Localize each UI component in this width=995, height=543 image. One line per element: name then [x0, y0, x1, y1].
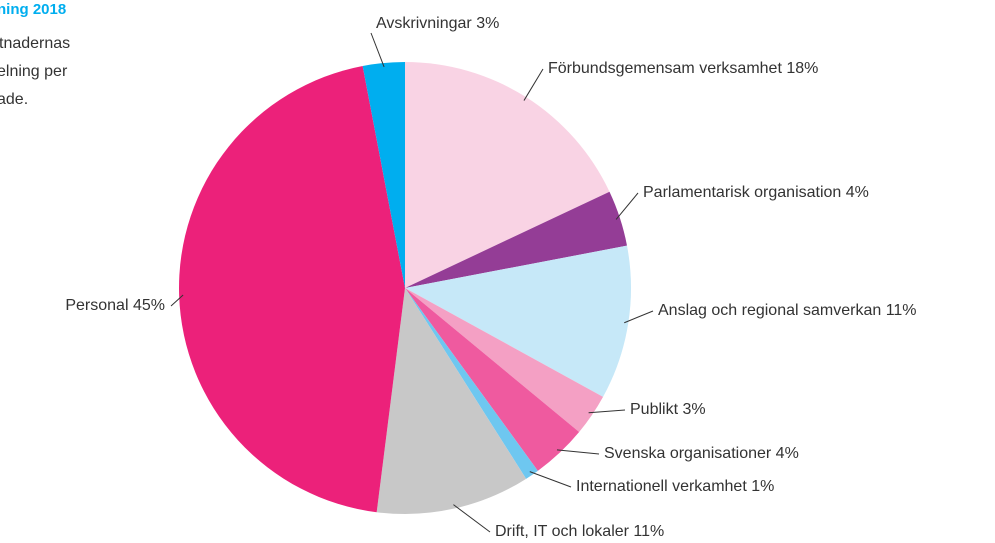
leader-line: [556, 449, 600, 455]
pie-slice: [376, 288, 527, 514]
slice-value: 3%: [682, 401, 705, 418]
slice-value: 1%: [751, 478, 774, 495]
pie-slice: [179, 66, 405, 513]
slice-name: Anslag och regional samverkan: [658, 302, 881, 319]
slice-value: 4%: [776, 445, 799, 462]
leader-line: [529, 471, 572, 488]
leader-line: [624, 310, 654, 324]
pie-slice: [405, 288, 604, 433]
slice-name: Personal: [65, 297, 128, 314]
slice-label: Förbundsgemensam verksamhet 18%: [548, 60, 818, 77]
slice-label: Publikt 3%: [630, 401, 706, 418]
pie-slice: [405, 288, 580, 471]
leader-line: [170, 294, 184, 307]
leader-line: [523, 68, 544, 101]
pie-slice: [405, 288, 538, 479]
slice-label: Personal 45%: [65, 297, 165, 314]
chart-title: ning 2018: [0, 1, 66, 18]
slice-value: 4%: [846, 184, 869, 201]
slice-name: Parlamentarisk organisation: [643, 184, 841, 201]
slice-name: Förbundsgemensam verksamhet: [548, 60, 782, 77]
slice-name: Internationell verkamhet: [576, 478, 747, 495]
slice-value: 45%: [133, 297, 165, 314]
slice-value: 11%: [633, 523, 664, 540]
leader-line: [453, 504, 491, 533]
pie-slice: [405, 191, 627, 288]
pie-slice: [405, 245, 631, 397]
pie-slice: [405, 62, 610, 288]
slice-name: Svenska organisationer: [604, 445, 772, 462]
slice-value: 11%: [886, 302, 917, 319]
slice-label: Avskrivningar 3%: [376, 15, 499, 32]
slice-value: 18%: [786, 60, 818, 77]
slice-label: Internationell verkamhet 1%: [576, 478, 774, 495]
slice-value: 3%: [476, 15, 499, 32]
slice-name: Avskrivningar: [376, 15, 472, 32]
subtitle-line: tnadernas: [0, 35, 70, 52]
leader-line: [370, 32, 385, 68]
slice-label: Svenska organisationer 4%: [604, 445, 799, 462]
leader-line: [588, 409, 626, 414]
pie-slice: [362, 62, 405, 288]
leader-line: [615, 192, 639, 220]
slice-label: Anslag och regional samverkan 11%: [658, 302, 917, 319]
slice-name: Publikt: [630, 401, 679, 418]
slice-label: Drift, IT och lokaler 11%: [495, 523, 664, 540]
subtitle-line: ade.: [0, 91, 28, 108]
slice-label: Parlamentarisk organisation 4%: [643, 184, 869, 201]
slice-name: Drift, IT och lokaler: [495, 523, 630, 540]
subtitle-line: elning per: [0, 63, 68, 80]
